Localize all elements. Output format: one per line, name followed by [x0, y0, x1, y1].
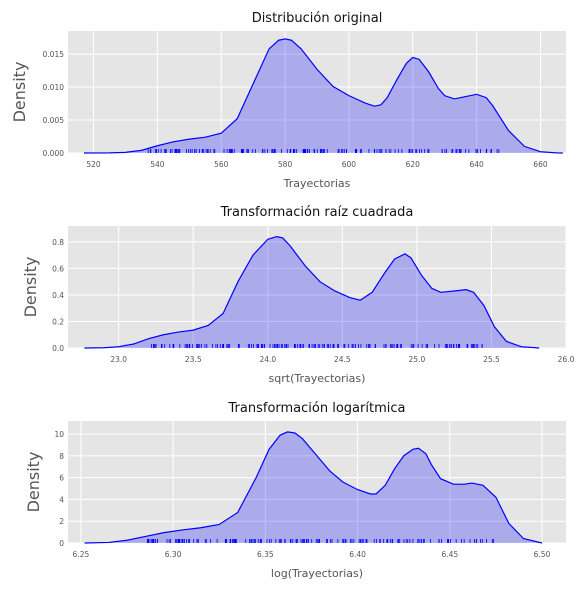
- x-tick-label-original: 600: [342, 160, 357, 169]
- density-original: [83, 38, 563, 154]
- y-tick-label-sqrt: 0.4: [52, 291, 64, 300]
- x-tick-label-log: 6.25: [73, 550, 90, 559]
- chart-title-original: Distribución original: [252, 11, 383, 26]
- density-fill-log: [84, 431, 543, 543]
- x-tick-label-sqrt: 23.0: [110, 355, 127, 364]
- y-axis-label-sqrt: Density: [21, 257, 40, 318]
- ticks-original: 520 540 560 580 600 620 640 660 0.000 0.005 0.010 0…: [43, 50, 548, 169]
- rug-original: [147, 149, 500, 153]
- x-tick-label-sqrt: 25.5: [483, 355, 500, 364]
- ticks-log: 6.25 6.30 6.35 6.40 6.45 6.50 0 2 4 6 8 10: [54, 430, 550, 559]
- y-axis-label-original: Density: [10, 62, 29, 123]
- y-axis-label-log: Density: [24, 452, 43, 513]
- y-tick-label-log: 0: [59, 539, 64, 548]
- x-tick-label-log: 6.50: [534, 550, 551, 559]
- x-tick-label-original: 640: [469, 160, 484, 169]
- rug-sqrt: [151, 344, 483, 348]
- y-tick-label-log: 10: [54, 430, 64, 439]
- density-line-log: [84, 431, 543, 544]
- y-tick-label-log: 4: [59, 495, 64, 504]
- x-tick-label-sqrt: 23.5: [185, 355, 202, 364]
- density-fill-original: [83, 38, 563, 153]
- x-tick-label-sqrt: 26.0: [558, 355, 575, 364]
- y-tick-label-log: 6: [59, 474, 64, 483]
- x-tick-label-sqrt: 24.0: [259, 355, 276, 364]
- y-tick-label-log: 8: [59, 452, 64, 461]
- y-tick-label-sqrt: 0.8: [52, 238, 64, 247]
- chart-title-log: Transformación logarítmica: [228, 401, 406, 416]
- x-tick-label-original: 580: [278, 160, 293, 169]
- x-tick-label-original: 520: [86, 160, 101, 169]
- density-sqrt: [84, 235, 540, 349]
- y-tick-label-original: 0.015: [43, 50, 65, 59]
- density-line-original: [83, 38, 563, 154]
- y-tick-label-sqrt: 0.0: [52, 344, 64, 353]
- grid-sqrt: [68, 226, 567, 349]
- density-fill-sqrt: [84, 236, 540, 348]
- x-tick-label-sqrt: 24.5: [334, 355, 351, 364]
- x-tick-label-log: 6.45: [441, 550, 458, 559]
- grid-log: [68, 421, 566, 544]
- x-tick-label-log: 6.40: [349, 550, 366, 559]
- panel-original: 520 540 560 580 600 620 640 660 0.000 0.005 0.010 0…: [10, 11, 566, 190]
- y-tick-label-sqrt: 0.6: [52, 264, 64, 273]
- panel-log: 6.25 6.30 6.35 6.40 6.45 6.50 0 2 4 6 8 10 Transfor…: [24, 401, 566, 580]
- density-log: [84, 431, 543, 544]
- plot-area-original: [68, 31, 566, 153]
- x-tick-label-log: 6.35: [257, 550, 274, 559]
- x-tick-label-original: 560: [214, 160, 229, 169]
- x-tick-label-original: 540: [150, 160, 165, 169]
- y-tick-label-original: 0.000: [43, 149, 65, 158]
- x-axis-label-sqrt: sqrt(Trayectorias): [269, 372, 366, 385]
- x-tick-label-original: 620: [406, 160, 421, 169]
- y-tick-label-sqrt: 0.2: [52, 317, 64, 326]
- y-tick-label-log: 2: [59, 517, 64, 526]
- x-tick-label-sqrt: 25.0: [409, 355, 426, 364]
- plot-area-log: [68, 421, 566, 543]
- plot-area-sqrt: [68, 226, 566, 348]
- y-tick-label-original: 0.010: [43, 83, 65, 92]
- panel-sqrt: 23.0 23.5 24.0 24.5 25.0 25.5 26.0 0.0 0.2 0.4 0.6…: [21, 205, 575, 385]
- rug-log: [146, 539, 494, 543]
- x-tick-label-log: 6.30: [165, 550, 182, 559]
- ticks-sqrt: 23.0 23.5 24.0 24.5 25.0 25.5 26.0 0.0 0.2 0.4 0.6…: [52, 238, 575, 364]
- density-line-sqrt: [84, 235, 540, 349]
- y-tick-label-original: 0.005: [43, 116, 65, 125]
- x-tick-label-original: 660: [533, 160, 548, 169]
- x-axis-label-log: log(Trayectorias): [271, 567, 363, 580]
- chart-title-sqrt: Transformación raíz cuadrada: [220, 205, 414, 220]
- x-axis-label-original: Trayectorias: [283, 177, 351, 190]
